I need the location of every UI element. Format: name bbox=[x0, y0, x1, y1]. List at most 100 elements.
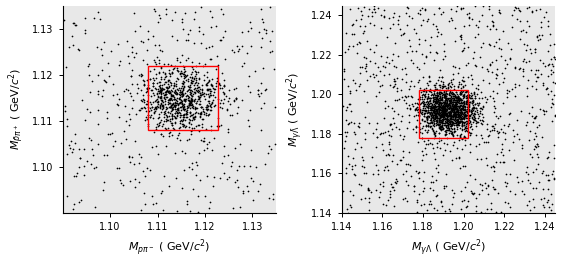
Point bbox=[187, 101, 196, 105]
Point bbox=[346, 91, 355, 95]
Point bbox=[426, 120, 435, 124]
Point bbox=[457, 101, 466, 105]
Point bbox=[469, 106, 478, 110]
Point bbox=[234, 105, 243, 110]
Point bbox=[468, 109, 477, 113]
Point bbox=[359, 158, 368, 162]
Point bbox=[269, 67, 278, 72]
Point bbox=[455, 110, 464, 114]
Point bbox=[199, 148, 208, 152]
Point bbox=[246, 44, 255, 48]
Point bbox=[458, 75, 467, 79]
Point bbox=[189, 77, 198, 81]
Point bbox=[255, 30, 264, 35]
Point bbox=[452, 108, 461, 112]
Point bbox=[126, 94, 135, 98]
Point bbox=[477, 107, 486, 111]
Point bbox=[129, 11, 138, 16]
Point bbox=[415, 127, 424, 131]
Point bbox=[168, 121, 177, 125]
Point bbox=[448, 105, 457, 109]
Point bbox=[192, 88, 201, 92]
Point bbox=[504, 41, 513, 45]
Point bbox=[457, 122, 466, 126]
Point bbox=[182, 123, 191, 128]
Point bbox=[83, 158, 92, 163]
Point bbox=[405, 112, 414, 117]
Point bbox=[171, 101, 180, 105]
Point bbox=[451, 106, 460, 110]
Point bbox=[452, 97, 461, 102]
Point bbox=[472, 124, 481, 128]
Point bbox=[455, 156, 464, 160]
Point bbox=[97, 94, 106, 98]
Point bbox=[457, 199, 466, 203]
Point bbox=[197, 93, 206, 97]
Point bbox=[161, 91, 170, 96]
Point bbox=[449, 104, 458, 108]
Point bbox=[414, 11, 423, 16]
Point bbox=[70, 202, 79, 206]
Point bbox=[180, 98, 189, 102]
Point bbox=[460, 93, 469, 97]
Point bbox=[425, 111, 434, 116]
Point bbox=[431, 119, 440, 123]
Point bbox=[93, 10, 102, 14]
Point bbox=[444, 109, 453, 114]
Point bbox=[459, 164, 468, 168]
Point bbox=[175, 90, 184, 94]
Point bbox=[415, 192, 424, 196]
Point bbox=[97, 47, 106, 51]
Point bbox=[364, 7, 373, 11]
Point bbox=[440, 111, 449, 115]
Point bbox=[447, 78, 456, 82]
Point bbox=[447, 103, 456, 107]
Point bbox=[452, 111, 461, 116]
Point bbox=[437, 114, 446, 118]
Point bbox=[451, 118, 460, 122]
Point bbox=[155, 106, 164, 110]
Point bbox=[459, 24, 468, 28]
Point bbox=[450, 95, 459, 99]
Point bbox=[341, 31, 350, 35]
Point bbox=[192, 159, 201, 164]
Point bbox=[454, 114, 463, 119]
Point bbox=[351, 147, 360, 151]
Point bbox=[457, 49, 466, 53]
Point bbox=[156, 89, 165, 93]
Point bbox=[430, 97, 439, 101]
Point bbox=[464, 121, 473, 125]
Point bbox=[156, 65, 165, 69]
Point bbox=[156, 92, 165, 97]
Point bbox=[448, 134, 457, 138]
Point bbox=[184, 84, 193, 88]
Point bbox=[192, 110, 201, 114]
Point bbox=[75, 147, 84, 151]
Point bbox=[443, 114, 452, 118]
Point bbox=[423, 142, 432, 146]
Point bbox=[385, 133, 394, 137]
Point bbox=[155, 95, 164, 99]
Point bbox=[355, 23, 364, 28]
Point bbox=[117, 181, 126, 185]
Point bbox=[410, 183, 419, 188]
Point bbox=[211, 103, 220, 107]
Point bbox=[409, 27, 418, 31]
Point bbox=[492, 91, 501, 95]
Point bbox=[343, 210, 352, 215]
Point bbox=[207, 57, 216, 62]
Point bbox=[493, 152, 502, 156]
Point bbox=[345, 44, 353, 48]
Point bbox=[182, 58, 191, 62]
Point bbox=[363, 187, 372, 192]
Point bbox=[446, 93, 455, 97]
Point bbox=[532, 167, 541, 171]
Point bbox=[170, 111, 179, 115]
Point bbox=[425, 202, 434, 206]
Point bbox=[153, 100, 162, 104]
Point bbox=[165, 71, 174, 75]
Point bbox=[181, 74, 190, 79]
Point bbox=[83, 106, 92, 111]
Point bbox=[451, 107, 460, 111]
Point bbox=[465, 96, 474, 100]
